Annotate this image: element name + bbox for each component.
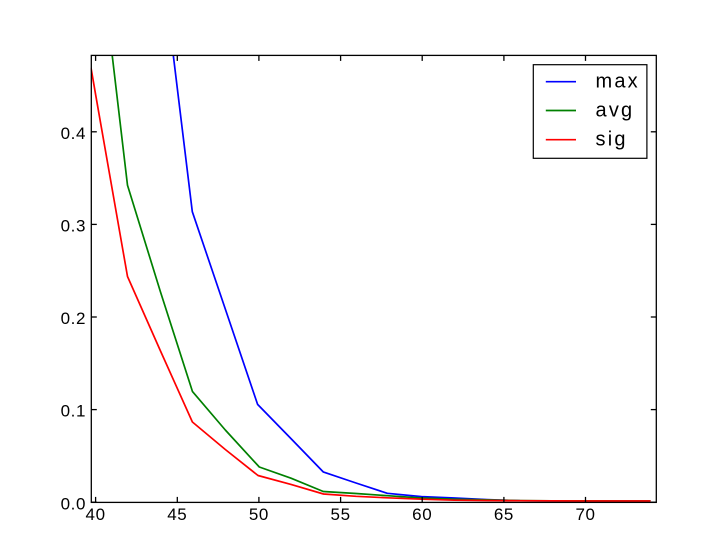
svg-text:avg: avg bbox=[596, 99, 635, 121]
svg-text:0.3: 0.3 bbox=[61, 217, 86, 236]
svg-text:45: 45 bbox=[167, 505, 187, 524]
svg-text:sig: sig bbox=[596, 128, 628, 150]
svg-text:60: 60 bbox=[412, 505, 432, 524]
svg-text:max: max bbox=[596, 71, 640, 93]
svg-text:55: 55 bbox=[331, 505, 351, 524]
svg-text:70: 70 bbox=[575, 505, 595, 524]
svg-text:50: 50 bbox=[249, 505, 269, 524]
svg-text:0.4: 0.4 bbox=[61, 124, 86, 143]
svg-text:0.2: 0.2 bbox=[61, 309, 86, 328]
svg-text:40: 40 bbox=[86, 505, 106, 524]
svg-text:65: 65 bbox=[494, 505, 514, 524]
svg-text:0.0: 0.0 bbox=[61, 494, 86, 513]
svg-text:0.1: 0.1 bbox=[61, 402, 86, 421]
